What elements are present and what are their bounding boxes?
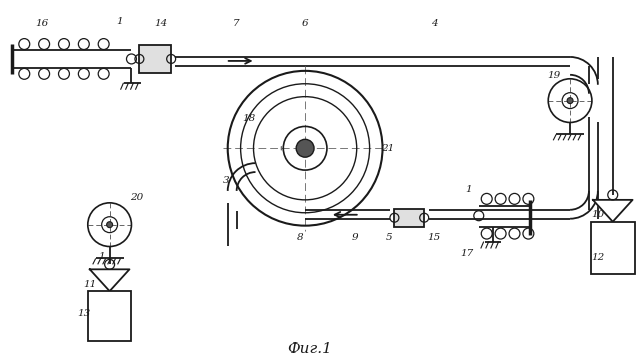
Circle shape [107, 222, 113, 228]
Text: 19: 19 [548, 71, 561, 80]
Circle shape [296, 139, 314, 157]
Text: 18: 18 [242, 114, 255, 123]
Polygon shape [90, 269, 129, 291]
Polygon shape [593, 200, 632, 222]
Bar [591, 222, 635, 274]
Text: 6: 6 [302, 19, 308, 28]
Text: 15: 15 [428, 233, 441, 242]
Text: 1: 1 [465, 185, 472, 195]
Bar [88, 291, 131, 341]
Text: 10: 10 [591, 210, 605, 219]
Text: 17: 17 [460, 249, 474, 258]
Text: 5: 5 [386, 233, 393, 242]
Text: 21: 21 [381, 144, 394, 153]
Text: 7: 7 [232, 19, 239, 28]
Text: 1: 1 [116, 17, 123, 26]
Circle shape [567, 98, 573, 103]
Text: 1: 1 [99, 252, 105, 261]
Text: 4: 4 [431, 19, 437, 28]
Text: 12: 12 [591, 253, 605, 262]
Bar [140, 45, 171, 73]
Bar [394, 209, 424, 227]
Text: 20: 20 [130, 193, 143, 203]
Text: 13: 13 [77, 310, 90, 318]
Text: 11: 11 [83, 280, 97, 289]
Text: 16: 16 [35, 19, 49, 28]
Text: 9: 9 [351, 233, 358, 242]
Text: 14: 14 [155, 19, 168, 28]
Text: 3: 3 [223, 176, 229, 184]
Text: Фиг.1: Фиг.1 [287, 342, 333, 356]
Text: 8: 8 [297, 233, 303, 242]
